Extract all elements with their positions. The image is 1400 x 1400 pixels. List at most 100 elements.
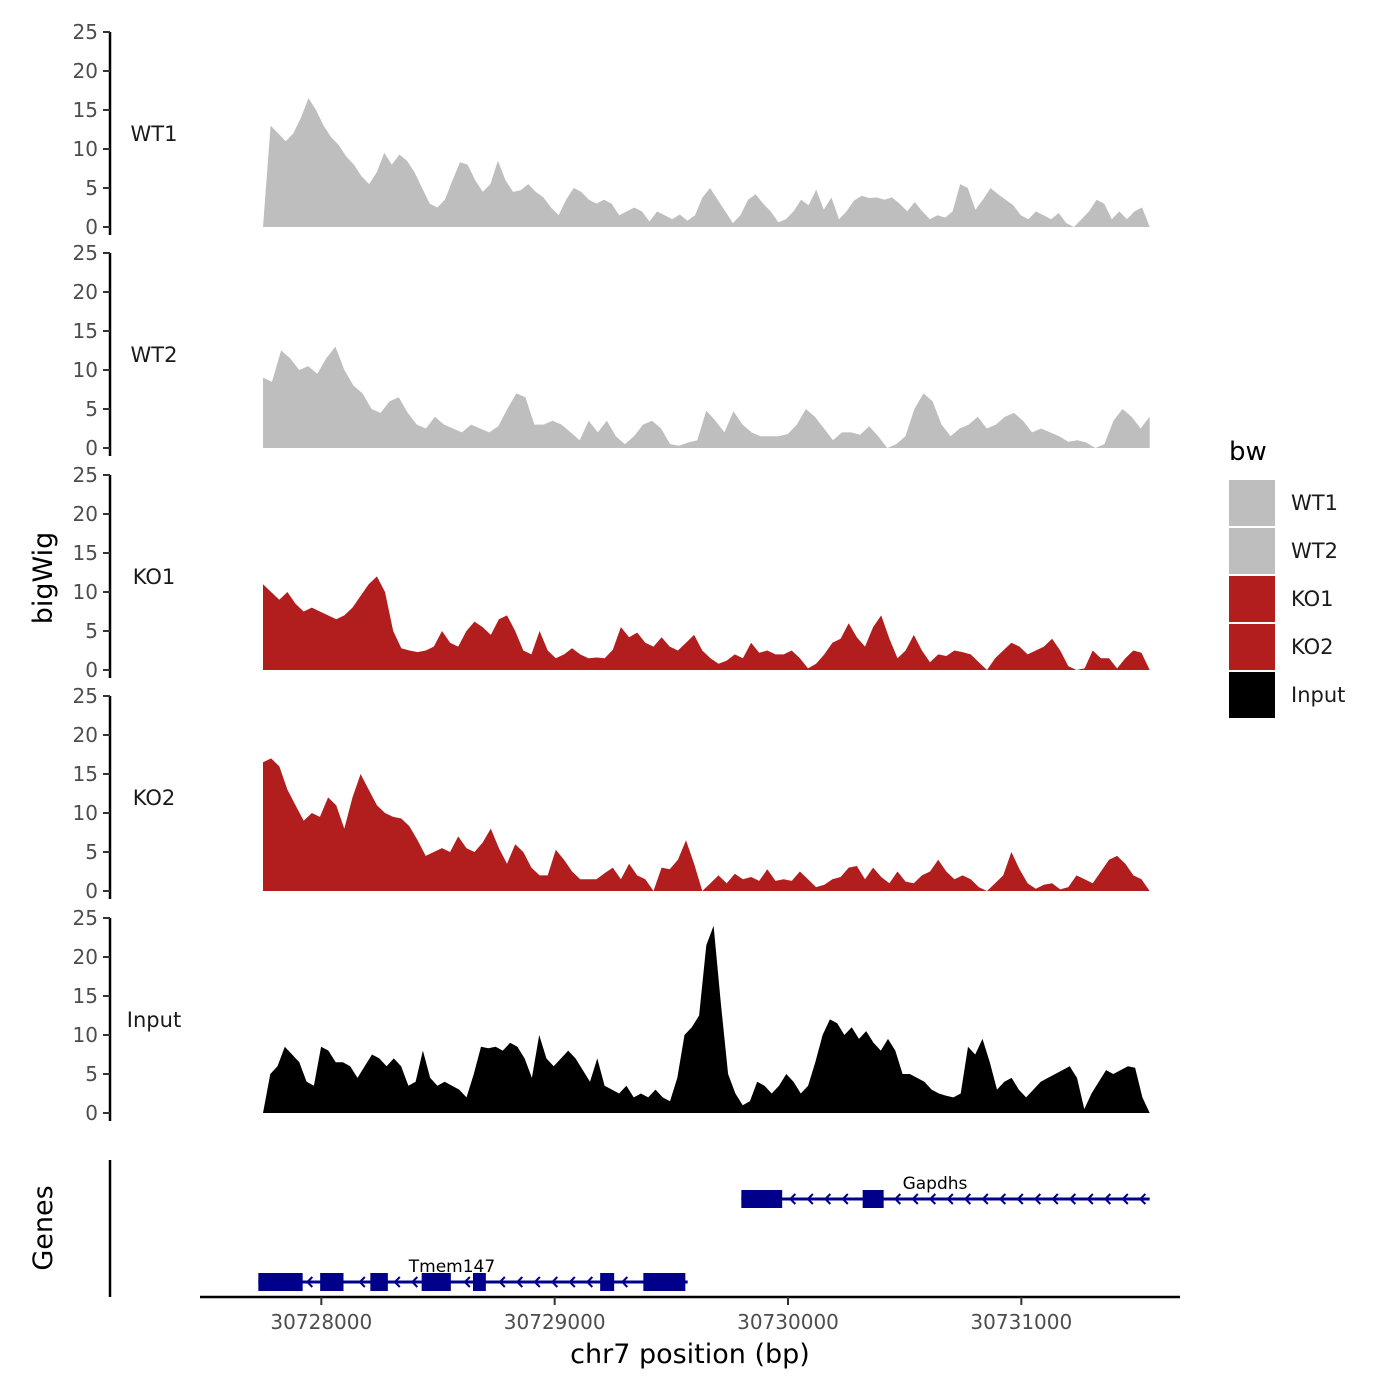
y-tick-label: 0 bbox=[85, 1101, 98, 1125]
y-tick-label: 15 bbox=[73, 98, 98, 122]
track-area-input bbox=[263, 925, 1150, 1113]
strand-arrow bbox=[788, 1193, 797, 1205]
x-axis: 30728000 30729000 30730000 30731000 bbox=[200, 1295, 1180, 1334]
strand-arrow bbox=[981, 1193, 989, 1205]
legend-item-ko1: KO1 bbox=[1229, 576, 1334, 622]
legend: bw WT1 WT2 KO1 KO2 Input bbox=[1229, 437, 1345, 718]
strand-arrow bbox=[305, 1276, 314, 1288]
exon bbox=[421, 1273, 451, 1291]
y-tick-label: 15 bbox=[73, 541, 98, 565]
track-area-ko1 bbox=[263, 576, 1150, 670]
y-tick-label: 5 bbox=[85, 1062, 98, 1086]
strand-arrow bbox=[998, 1193, 1007, 1205]
strand-arrow bbox=[1068, 1193, 1077, 1205]
x-axis-title: chr7 position (bp) bbox=[570, 1339, 810, 1370]
y-tick-label: 25 bbox=[73, 241, 98, 265]
strand-arrow bbox=[1086, 1193, 1094, 1205]
legend-label: WT1 bbox=[1291, 491, 1338, 515]
y-tick-label: 20 bbox=[73, 59, 98, 83]
legend-swatch bbox=[1229, 528, 1275, 574]
y-tick-label: 20 bbox=[73, 723, 98, 747]
strand-arrow bbox=[1051, 1193, 1059, 1205]
y-tick-label: 25 bbox=[73, 906, 98, 930]
y-tick-label: 10 bbox=[73, 1023, 98, 1047]
track-area-wt2 bbox=[263, 346, 1150, 448]
y-tick-label: 5 bbox=[85, 619, 98, 643]
exon bbox=[600, 1273, 615, 1291]
track-label-ko2: KO2 bbox=[133, 786, 176, 810]
exon bbox=[320, 1273, 344, 1291]
strand-arrow bbox=[463, 1276, 471, 1288]
legend-swatch bbox=[1229, 672, 1275, 718]
legend-swatch bbox=[1229, 576, 1275, 622]
legend-swatch bbox=[1229, 480, 1275, 526]
y-axis-title: bigWig bbox=[28, 532, 59, 625]
strand-arrow bbox=[550, 1276, 559, 1288]
strand-arrow bbox=[911, 1193, 919, 1205]
legend-item-ko2: KO2 bbox=[1229, 624, 1334, 670]
strand-arrow bbox=[410, 1276, 419, 1288]
x-tick-label: 30728000 bbox=[270, 1310, 372, 1334]
strand-arrow bbox=[1016, 1193, 1024, 1205]
track-area-wt1 bbox=[263, 98, 1150, 227]
y-tick-label: 15 bbox=[73, 984, 98, 1008]
strand-arrow bbox=[1138, 1193, 1147, 1205]
strand-arrow bbox=[533, 1276, 541, 1288]
y-tick-label: 0 bbox=[85, 658, 98, 682]
exon bbox=[258, 1273, 303, 1291]
track-label-ko1: KO1 bbox=[133, 565, 176, 589]
exon bbox=[741, 1190, 783, 1208]
y-tick-label: 10 bbox=[73, 580, 98, 604]
gene-tmem147: Tmem147 bbox=[258, 1257, 688, 1291]
exon bbox=[862, 1190, 884, 1208]
exon bbox=[370, 1273, 388, 1291]
exon bbox=[643, 1273, 686, 1291]
strand-arrow bbox=[498, 1276, 506, 1288]
legend-item-input: Input bbox=[1229, 672, 1345, 718]
y-tick-label: 10 bbox=[73, 358, 98, 382]
strand-arrow bbox=[963, 1193, 972, 1205]
track-label-wt2: WT2 bbox=[131, 343, 178, 367]
y-tick-label: 10 bbox=[73, 137, 98, 161]
legend-item-wt1: WT1 bbox=[1229, 480, 1338, 526]
y-tick-label: 15 bbox=[73, 762, 98, 786]
track-ko2: 0 5 10 15 20 25 KO2 bbox=[73, 684, 1150, 903]
x-tick-label: 30731000 bbox=[970, 1310, 1072, 1334]
legend-item-wt2: WT2 bbox=[1229, 528, 1338, 574]
legend-label: KO2 bbox=[1291, 635, 1334, 659]
y-tick-label: 20 bbox=[73, 502, 98, 526]
strand-arrow bbox=[823, 1193, 832, 1205]
y-tick-label: 0 bbox=[85, 879, 98, 903]
gene-gapdhs: Gapdhs bbox=[741, 1174, 1150, 1208]
bigwig-tracks: 0510152025WT10510152025WT20510152025KO10… bbox=[73, 20, 1150, 1125]
strand-arrow bbox=[515, 1276, 524, 1288]
track-label-wt1: WT1 bbox=[131, 122, 178, 146]
y-tick-label: 10 bbox=[73, 801, 98, 825]
strand-arrow bbox=[585, 1276, 594, 1288]
legend-label: Input bbox=[1291, 683, 1345, 707]
strand-arrow bbox=[1121, 1193, 1129, 1205]
strand-arrow bbox=[946, 1193, 954, 1205]
y-tick-label: 25 bbox=[73, 684, 98, 708]
y-tick-label: 25 bbox=[73, 20, 98, 44]
y-tick-label: 25 bbox=[73, 463, 98, 487]
legend-label: WT2 bbox=[1291, 539, 1338, 563]
track-wt1: 0 5 10 15 20 25 WT1 bbox=[73, 20, 1150, 239]
track-ko1: 0 5 10 15 20 25 KO1 bbox=[73, 463, 1150, 682]
legend-swatch bbox=[1229, 624, 1275, 670]
gene-label-tmem147: Tmem147 bbox=[408, 1257, 495, 1277]
y-tick-label: 0 bbox=[85, 215, 98, 239]
strand-arrow bbox=[841, 1193, 849, 1205]
track-wt2: 0 5 10 15 20 25 WT2 bbox=[73, 241, 1150, 460]
track-area-ko2 bbox=[263, 758, 1150, 891]
strand-arrow bbox=[1033, 1193, 1042, 1205]
y-tick-label: 15 bbox=[73, 319, 98, 343]
strand-arrow bbox=[620, 1276, 629, 1288]
y-tick-label: 20 bbox=[73, 945, 98, 969]
x-tick-label: 30729000 bbox=[504, 1310, 606, 1334]
exon bbox=[473, 1273, 486, 1291]
y-tick-label: 5 bbox=[85, 840, 98, 864]
legend-label: KO1 bbox=[1291, 587, 1334, 611]
strand-arrow bbox=[928, 1193, 937, 1205]
